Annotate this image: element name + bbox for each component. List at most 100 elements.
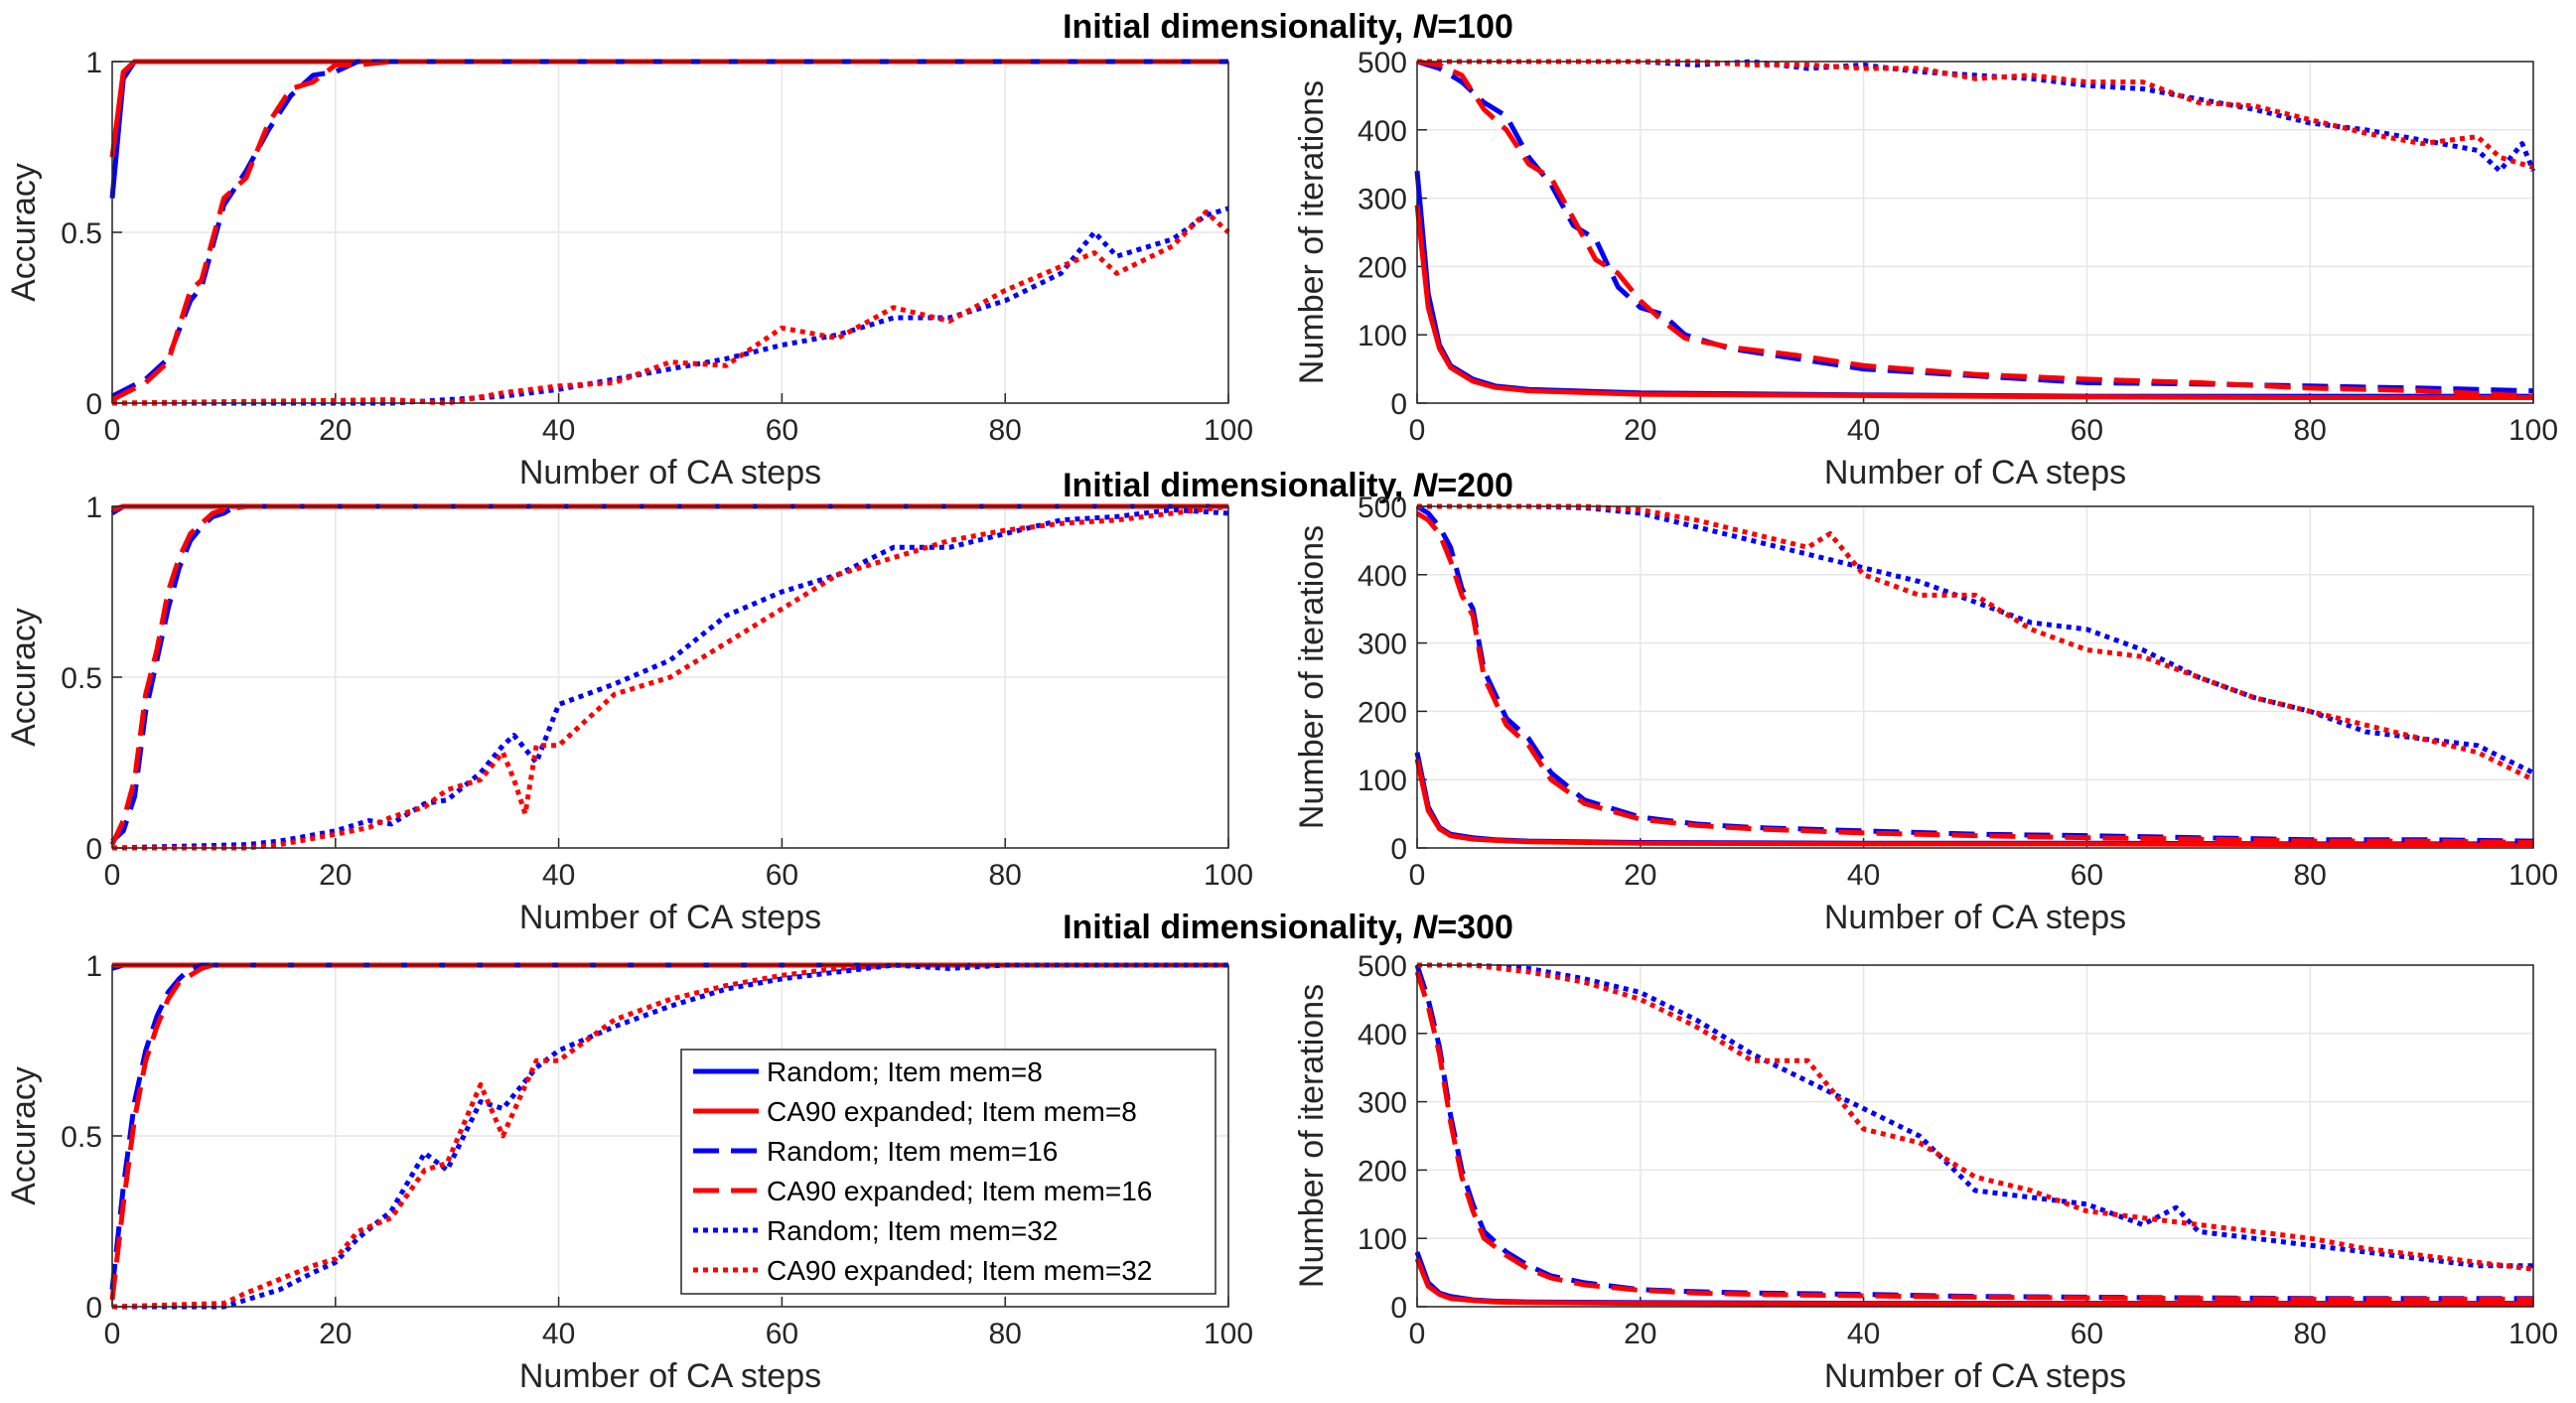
y-axis-label: Number of iterations: [1293, 80, 1331, 384]
x-tick-label: 0: [104, 1318, 121, 1350]
plot-area: [1417, 506, 2533, 848]
y-tick-label: 0: [85, 833, 102, 866]
y-tick-label: 0.5: [61, 662, 102, 695]
series-line-4: [1414, 971, 2533, 1302]
x-tick-label: 0: [104, 859, 121, 892]
legend-label-3: Random; Item mem=16: [767, 1136, 1058, 1167]
x-axis-label: Number of CA steps: [519, 454, 821, 491]
axes-frame: [111, 61, 1229, 404]
y-tick-label: 100: [1358, 1223, 1407, 1256]
x-tick-label: 60: [2071, 1318, 2103, 1350]
x-tick-label: 20: [1624, 414, 1656, 447]
x-tick-label: 80: [989, 1318, 1022, 1350]
y-tick-label: 300: [1358, 629, 1407, 661]
series-line-5: [112, 962, 1228, 1310]
y-tick-label: 0.5: [61, 217, 102, 250]
y-axis-label: Accuracy: [5, 608, 43, 747]
subplot-r1-c1: 0 20 40 60 80 100 0 0.5 1 Number of CA steps Accur…: [5, 47, 1253, 491]
y-tick-label: 200: [1358, 251, 1407, 284]
x-tick-label: 40: [1847, 859, 1880, 892]
legend-label-6: CA90 expanded; Item mem=32: [767, 1255, 1152, 1286]
x-tick-label: 100: [1204, 414, 1253, 447]
legend: Random; Item mem=8 CA90 expanded; Item me…: [680, 1049, 1216, 1295]
x-tick-label: 60: [766, 1318, 798, 1350]
series-line-6: [111, 962, 1228, 1310]
x-tick-label: 20: [319, 414, 352, 447]
axes-frame: [111, 964, 1229, 1308]
x-tick-label: 80: [989, 414, 1022, 447]
series-line-6: [111, 209, 1230, 406]
plot-area: [1417, 62, 2533, 403]
subplot-r1-c2: 0 20 40 60 80 100 0 100 200 300 400 500 Number of CA…: [1293, 47, 2558, 491]
y-tick-label: 0: [1390, 1292, 1407, 1325]
x-tick-label: 80: [2294, 1318, 2327, 1350]
axes-frame: [1416, 505, 2534, 849]
y-tick-label: 1: [85, 950, 102, 983]
x-tick-label: 40: [542, 414, 575, 447]
subplot-r2-c2: 0 20 40 60 80 100 0 100 200 300 400 500 Number of CA…: [1293, 491, 2558, 936]
series-line-6: [1417, 503, 2535, 782]
y-tick-label: 200: [1358, 1155, 1407, 1188]
x-axis-label: Number of CA steps: [1824, 454, 2126, 491]
axes-frame: [1416, 61, 2534, 404]
series-line-4: [1415, 510, 2534, 845]
series-line-4: [109, 962, 1228, 1301]
x-tick-label: 40: [542, 859, 575, 892]
x-axis-label: Number of CA steps: [519, 1357, 821, 1395]
row-title-suffix: =100: [1437, 8, 1513, 46]
x-tick-label: 0: [1409, 1318, 1426, 1350]
series-line-5: [111, 506, 1229, 851]
series-line-4: [110, 59, 1228, 402]
x-tick-label: 100: [2508, 414, 2558, 447]
row-title-prefix: Initial dimensionality,: [1063, 909, 1413, 946]
y-axis-label: Accuracy: [5, 1066, 43, 1205]
y-tick-label: 300: [1358, 184, 1407, 216]
y-axis-label: Accuracy: [5, 163, 43, 302]
y-tick-label: 500: [1358, 491, 1407, 524]
y-tick-label: 300: [1358, 1087, 1407, 1120]
row-title-2: Initial dimensionality, N=200: [1063, 467, 1513, 504]
x-tick-label: 100: [1204, 1318, 1253, 1350]
legend-label-4: CA90 expanded; Item mem=16: [767, 1176, 1152, 1206]
series-line-6: [112, 503, 1229, 851]
x-tick-label: 40: [1847, 414, 1880, 447]
x-tick-label: 20: [319, 1318, 352, 1350]
x-tick-label: 0: [1409, 859, 1426, 892]
x-tick-label: 100: [2508, 859, 2558, 892]
x-tick-label: 80: [2294, 859, 2327, 892]
y-tick-label: 400: [1358, 115, 1407, 148]
axes-frame: [111, 505, 1229, 849]
plot-area: [1417, 965, 2533, 1307]
x-tick-label: 60: [2071, 414, 2103, 447]
x-tick-label: 60: [2071, 859, 2103, 892]
legend-label-2: CA90 expanded; Item mem=8: [767, 1096, 1137, 1127]
x-tick-label: 80: [989, 859, 1022, 892]
legend-label-1: Random; Item mem=8: [767, 1056, 1043, 1087]
legend-box: [680, 1049, 1216, 1295]
row-title-suffix: =200: [1437, 467, 1513, 504]
x-tick-label: 40: [542, 1318, 575, 1350]
x-tick-label: 60: [766, 859, 798, 892]
row-title-variable: N: [1413, 8, 1439, 46]
y-axis-label: Number of iterations: [1293, 984, 1331, 1288]
x-tick-label: 60: [766, 414, 798, 447]
x-tick-label: 0: [1409, 414, 1426, 447]
row-title-prefix: Initial dimensionality,: [1063, 8, 1413, 46]
x-tick-label: 20: [319, 859, 352, 892]
x-tick-label: 40: [1847, 1318, 1880, 1350]
x-tick-label: 100: [2508, 1318, 2558, 1350]
series-line-5: [1417, 962, 2533, 1269]
y-tick-label: 500: [1358, 47, 1407, 79]
series-group: [1414, 503, 2535, 848]
series-line-2: [1414, 1257, 2533, 1307]
x-tick-label: 20: [1624, 1318, 1656, 1350]
y-axis-label: Number of iterations: [1293, 525, 1331, 829]
y-tick-label: 200: [1358, 696, 1407, 729]
row-title-prefix: Initial dimensionality,: [1063, 467, 1413, 504]
x-tick-label: 20: [1624, 859, 1656, 892]
subplot-r2-c1: 0 20 40 60 80 100 0 0.5 1 Number of CA steps Accur…: [5, 491, 1253, 936]
y-tick-label: 0.5: [61, 1121, 102, 1154]
series-line-2: [1414, 759, 2533, 848]
row-title-suffix: =300: [1437, 909, 1513, 946]
